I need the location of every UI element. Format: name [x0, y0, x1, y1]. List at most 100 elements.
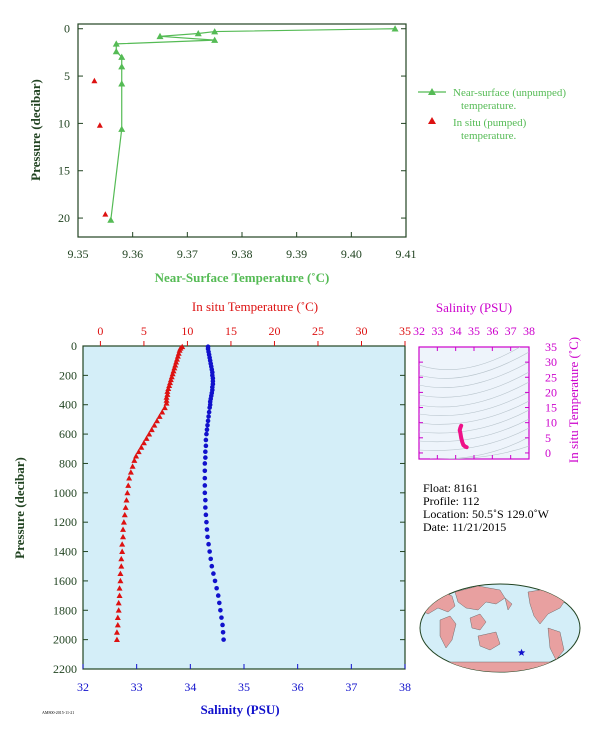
- top-x-tick-label: 9.39: [286, 247, 307, 261]
- footer-code: AM800-2015-11-21: [42, 710, 74, 715]
- salinity-point: [203, 443, 209, 449]
- temperature-point: [174, 353, 181, 359]
- salinity-point: [206, 414, 211, 419]
- temp-tick-label: 15: [225, 324, 237, 338]
- salinity-point: [203, 497, 208, 503]
- temperature-point: [126, 475, 133, 481]
- temperature-point: [135, 448, 142, 455]
- salinity-tick-label: 33: [131, 680, 143, 694]
- temperature-point: [129, 463, 136, 469]
- ts-x-tick-label: 35: [468, 324, 480, 338]
- ts-y-tick-label: 10: [545, 416, 557, 430]
- temperature-point: [114, 621, 121, 628]
- near-surface-point: [112, 47, 120, 55]
- temperature-point: [131, 457, 138, 463]
- temperature-point: [167, 379, 174, 386]
- legend-in-situ-line1: In situ (pumped): [453, 117, 527, 129]
- salinity-point: [204, 527, 210, 532]
- salinity-point: [206, 541, 211, 547]
- salinity-point: [208, 556, 214, 562]
- temperature-point: [171, 365, 178, 371]
- temperature-point: [120, 526, 127, 532]
- top-x-tick-label: 9.35: [68, 247, 89, 261]
- in-situ-point: [91, 77, 98, 84]
- in-situ-point: [102, 211, 109, 217]
- pressure-tick-label: 0: [71, 339, 77, 353]
- temperature-point: [143, 435, 150, 441]
- main-plot-frame: [82, 345, 406, 670]
- salinity-tick-label: 37: [345, 680, 357, 694]
- temp-tick-label: 30: [355, 324, 367, 338]
- near-surface-point: [107, 216, 115, 223]
- ts-y-tick-label: 35: [545, 340, 557, 354]
- temperature-point: [173, 356, 180, 362]
- salinity-point: [203, 455, 208, 460]
- temperature-point: [169, 370, 176, 377]
- salinity-point: [205, 534, 210, 540]
- temperature-point: [166, 382, 173, 389]
- temperature-point: [163, 394, 170, 400]
- ts-y-axis-label: In situ Temperature (˚C): [566, 337, 581, 463]
- temperature-point: [170, 367, 177, 374]
- salinity-point: [214, 585, 219, 591]
- temperature-point: [175, 350, 182, 356]
- ts-plot-frame: [418, 346, 530, 460]
- near-surface-point: [112, 40, 120, 47]
- salinity-tick-label: 34: [184, 680, 196, 694]
- temp-tick-label: 10: [181, 324, 193, 338]
- salinity-point: [219, 615, 224, 620]
- temperature-point: [127, 469, 134, 475]
- legend-near-surface-line1: Near-surface (unpumped): [453, 87, 566, 99]
- temperature-point: [168, 373, 175, 380]
- salinity-tick-label: 32: [77, 680, 89, 694]
- top-x-tick-label: 9.41: [396, 247, 417, 261]
- temperature-point: [120, 533, 127, 540]
- near-surface-point: [118, 53, 126, 60]
- in-situ-point: [96, 122, 103, 128]
- ts-y-tick-label: 15: [545, 401, 557, 415]
- top-x-tick-label: 9.38: [232, 247, 253, 261]
- ts-x-tick-label: 36: [486, 324, 498, 338]
- salinity-point: [220, 629, 226, 635]
- float-location-star: [517, 648, 526, 656]
- salinity-point: [202, 461, 208, 466]
- salinity-point: [221, 637, 226, 642]
- temperature-point: [151, 422, 158, 428]
- temperature-point: [118, 555, 125, 562]
- pressure-tick-label: 1000: [53, 486, 77, 500]
- salinity-tick-label: 36: [292, 680, 304, 694]
- top-x-tick-label: 9.40: [341, 247, 362, 261]
- temp-tick-label: 5: [141, 324, 147, 338]
- salinity-point: [207, 549, 212, 554]
- temperature-point: [176, 347, 183, 353]
- temperature-point: [140, 439, 147, 446]
- salinity-point: [205, 422, 210, 428]
- temperature-point: [121, 511, 128, 518]
- ts-y-tick-label: 20: [545, 385, 557, 399]
- salinity-point: [202, 475, 208, 481]
- ts-y-tick-label: 25: [545, 370, 557, 384]
- temperature-salinity-profile-chart: 0 5 10 15 20 25 30 35 32 33 34 35 36 37 38 0 200 400 600…: [12, 299, 411, 717]
- near-surface-point: [118, 80, 126, 87]
- salinity-point: [203, 449, 208, 455]
- salinity-point: [204, 431, 209, 437]
- near-surface-point: [156, 32, 164, 40]
- temperature-point: [116, 585, 123, 591]
- salinity-point: [204, 427, 210, 432]
- temp-tick-label: 35: [399, 324, 411, 338]
- temperature-point: [124, 489, 131, 496]
- ts-y-tick-label: 5: [545, 431, 551, 445]
- salinity-point: [211, 571, 216, 576]
- near-surface-point: [118, 63, 126, 70]
- salinity-point: [202, 490, 208, 496]
- temperature-point: [156, 413, 163, 419]
- date: Date: 11/21/2015: [423, 520, 506, 534]
- near-surface-temperature-chart: 9.35 9.36 9.37 9.38 9.39 9.40 9.41 0 5 10 15 20 Ne…: [28, 22, 566, 285]
- legend-red-triangle-swatch: [428, 117, 436, 124]
- float-id: Float: 8161: [423, 481, 478, 495]
- temp-tick-label: 20: [268, 324, 280, 338]
- top-x-tick-label: 9.37: [177, 247, 198, 261]
- top-x-tick-label: 9.36: [122, 247, 143, 261]
- temperature-point: [117, 570, 124, 576]
